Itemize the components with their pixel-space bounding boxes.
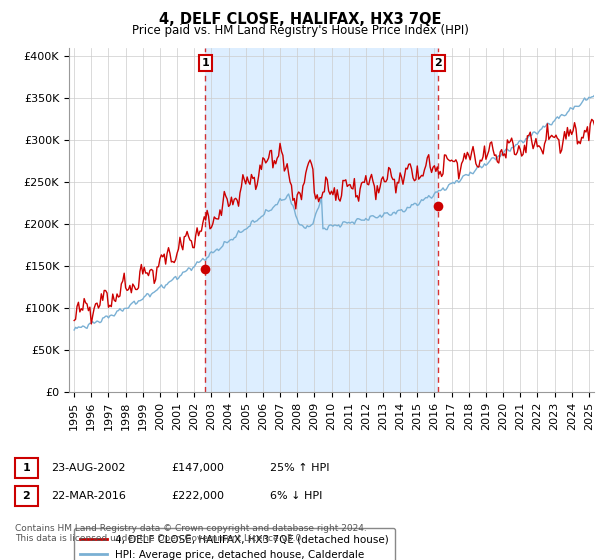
Text: 2: 2 (434, 58, 442, 68)
Text: 4, DELF CLOSE, HALIFAX, HX3 7QE: 4, DELF CLOSE, HALIFAX, HX3 7QE (159, 12, 441, 27)
Bar (205, 48, 438, 392)
Text: £222,000: £222,000 (171, 491, 224, 501)
Text: 1: 1 (23, 463, 30, 473)
Text: Contains HM Land Registry data © Crown copyright and database right 2024.
This d: Contains HM Land Registry data © Crown c… (15, 524, 367, 543)
Text: Price paid vs. HM Land Registry's House Price Index (HPI): Price paid vs. HM Land Registry's House … (131, 24, 469, 37)
Text: 2: 2 (23, 491, 30, 501)
Text: 22-MAR-2016: 22-MAR-2016 (51, 491, 126, 501)
Text: 1: 1 (202, 58, 209, 68)
Text: 25% ↑ HPI: 25% ↑ HPI (270, 463, 329, 473)
Legend: 4, DELF CLOSE, HALIFAX, HX3 7QE (detached house), HPI: Average price, detached h: 4, DELF CLOSE, HALIFAX, HX3 7QE (detache… (74, 528, 395, 560)
Text: £147,000: £147,000 (171, 463, 224, 473)
Text: 23-AUG-2002: 23-AUG-2002 (51, 463, 125, 473)
Text: 6% ↓ HPI: 6% ↓ HPI (270, 491, 322, 501)
